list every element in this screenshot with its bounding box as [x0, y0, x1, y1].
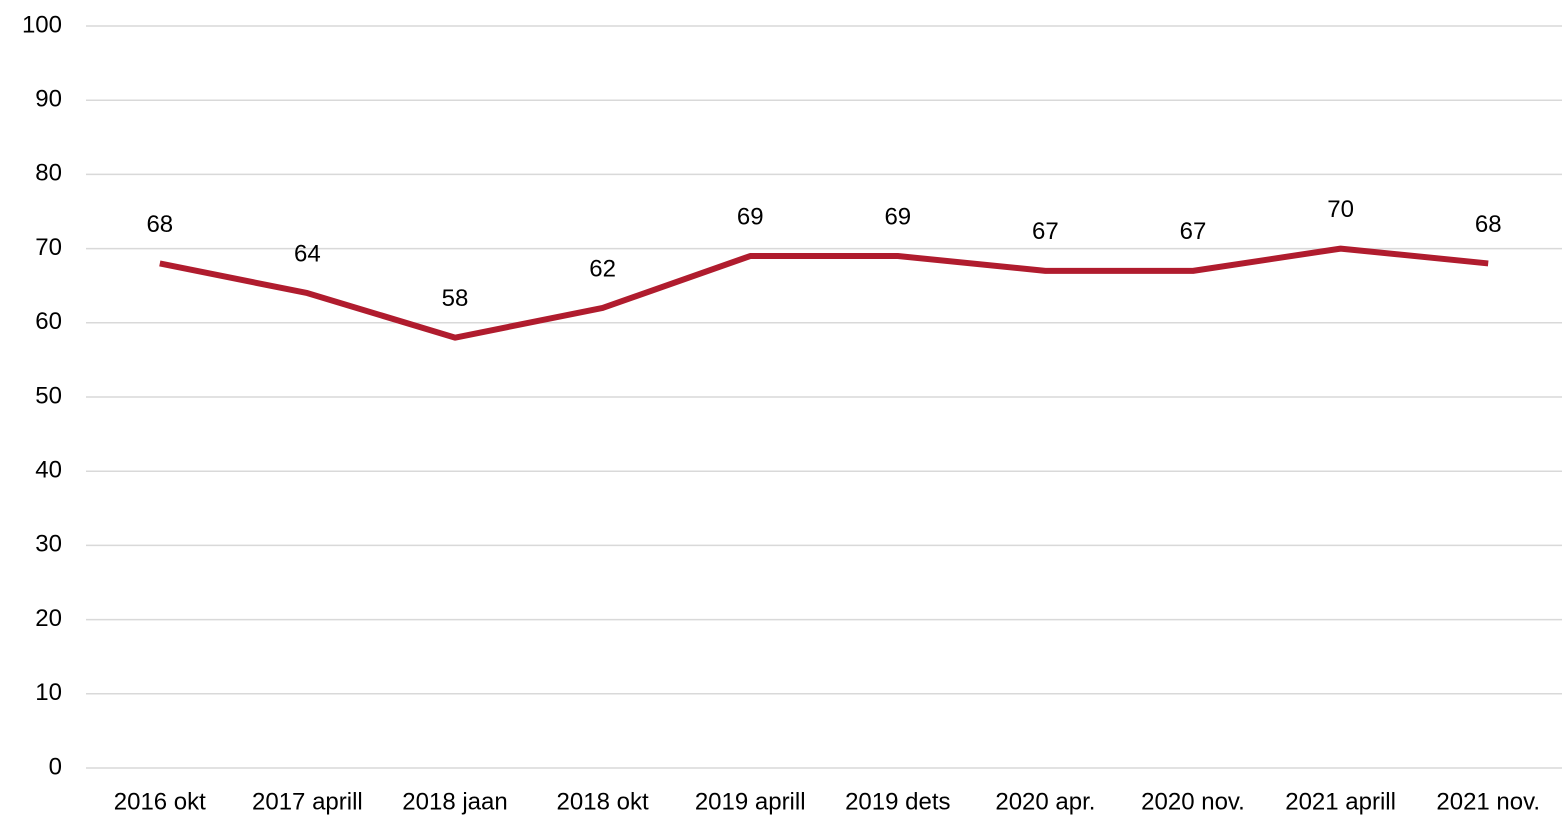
x-tick-label: 2020 nov.	[1141, 788, 1245, 815]
y-tick-label: 0	[49, 753, 62, 780]
x-tick-label: 2019 dets	[845, 788, 950, 815]
data-label: 67	[1180, 218, 1207, 245]
x-tick-label: 2021 aprill	[1285, 788, 1396, 815]
data-label: 70	[1327, 196, 1354, 223]
x-tick-label: 2017 aprill	[252, 788, 363, 815]
y-tick-label: 80	[35, 160, 62, 187]
y-tick-label: 50	[35, 382, 62, 409]
data-label: 67	[1032, 218, 1059, 245]
data-label: 69	[737, 203, 764, 230]
data-label: 58	[442, 285, 469, 312]
y-tick-label: 40	[35, 457, 62, 484]
data-label: 64	[294, 240, 321, 267]
y-tick-label: 60	[35, 308, 62, 335]
data-label: 68	[146, 211, 173, 238]
y-tick-label: 30	[35, 531, 62, 558]
x-tick-label: 2018 jaan	[402, 788, 507, 815]
data-label: 68	[1475, 211, 1502, 238]
x-tick-label: 2020 apr.	[995, 788, 1095, 815]
x-tick-label: 2021 nov.	[1436, 788, 1540, 815]
y-tick-label: 90	[35, 86, 62, 113]
data-label: 69	[884, 203, 911, 230]
y-tick-label: 10	[35, 679, 62, 706]
x-tick-label: 2016 okt	[114, 788, 206, 815]
x-tick-label: 2019 aprill	[695, 788, 806, 815]
line	[159, 245, 1489, 341]
y-tick-label: 100	[22, 11, 62, 38]
y-tick-label: 70	[35, 234, 62, 261]
data-label: 62	[589, 255, 616, 282]
x-tick-label: 2018 okt	[557, 788, 649, 815]
y-tick-label: 20	[35, 605, 62, 632]
